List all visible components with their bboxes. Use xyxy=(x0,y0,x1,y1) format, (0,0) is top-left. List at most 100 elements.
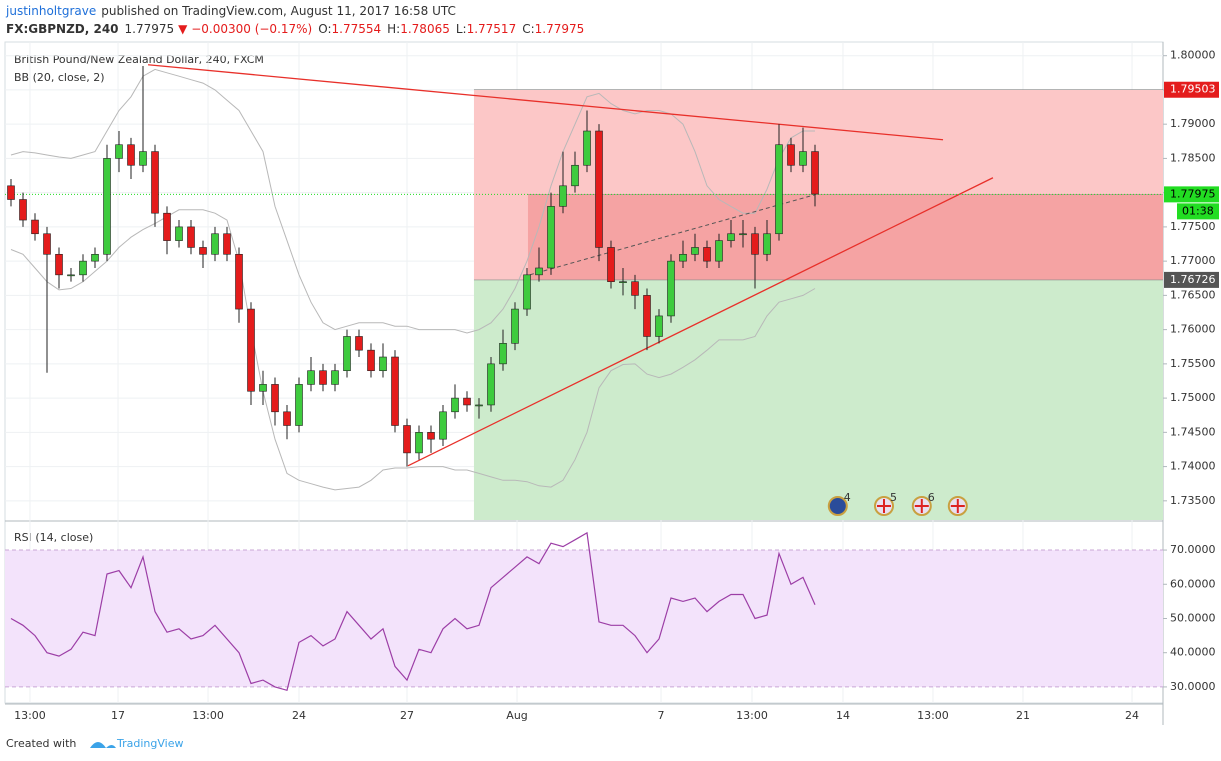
x-tick-label: 13:00 xyxy=(736,709,768,722)
candle-body xyxy=(235,253,243,310)
header-line: justinholtgrave published on TradingView.… xyxy=(5,4,456,18)
candle-body xyxy=(355,336,363,351)
candle-body xyxy=(343,336,351,372)
candle-body xyxy=(187,226,195,248)
ohlc-value: 1.77554 xyxy=(332,22,382,36)
candle-body xyxy=(475,404,483,407)
candle-body xyxy=(43,233,51,255)
price-label: 1.76726 xyxy=(1170,273,1216,286)
ohlc-key: C: xyxy=(522,22,534,36)
candle-body xyxy=(127,144,135,166)
y-tick-label: 1.77000 xyxy=(1170,254,1216,267)
candle-body xyxy=(583,130,591,166)
x-tick-label: 21 xyxy=(1016,709,1030,722)
candle-body xyxy=(67,274,75,277)
candle-body xyxy=(31,219,39,235)
position-zone xyxy=(473,279,1164,520)
candle-body xyxy=(535,267,543,276)
candle-body xyxy=(247,308,255,392)
candle-body xyxy=(619,281,627,283)
candle-body xyxy=(139,151,147,166)
event-count: 5 xyxy=(890,491,897,504)
candle-body xyxy=(259,384,267,392)
candle-body xyxy=(727,233,735,241)
candle-body xyxy=(763,233,771,255)
y-tick-label: 1.73500 xyxy=(1170,494,1216,507)
footer-brand[interactable]: TradingView xyxy=(116,737,183,750)
ohlc-value: 1.78065 xyxy=(400,22,450,36)
price-label: 1.77975 xyxy=(1170,187,1216,200)
trendline xyxy=(407,177,994,467)
event-icon xyxy=(827,496,848,516)
candle-body xyxy=(331,370,339,385)
candle-body xyxy=(103,158,111,255)
y-tick-label: 50.0000 xyxy=(1170,611,1216,624)
bollinger-upper xyxy=(10,68,815,334)
candle-body xyxy=(523,274,531,310)
published: published on TradingView.com, August 11,… xyxy=(101,4,456,18)
bollinger-lower xyxy=(10,209,816,491)
candle-body xyxy=(751,233,759,255)
candle-body xyxy=(595,130,603,248)
footer-created: Created with xyxy=(6,737,76,750)
candle-body xyxy=(379,356,387,372)
change: ▼ −0.00300 (−0.17%) xyxy=(178,22,312,36)
candle-body xyxy=(271,384,279,413)
candle-body xyxy=(91,253,99,262)
y-tick-label: 40.0000 xyxy=(1170,646,1216,659)
candle-body xyxy=(211,233,219,255)
candle-body xyxy=(787,144,795,166)
candle-body xyxy=(607,247,615,282)
x-tick-label: 13:00 xyxy=(192,709,224,722)
price-label-box xyxy=(1164,186,1219,203)
symbol-line: FX:GBPNZD, 240 1.77975 ▼ −0.00300 (−0.17%)… xyxy=(6,22,584,36)
candle-body xyxy=(715,240,723,262)
y-tick-label: 1.79000 xyxy=(1170,117,1216,130)
event-count: 4 xyxy=(844,491,851,504)
candle-body xyxy=(115,144,123,159)
candle-body xyxy=(655,315,663,337)
candle-body xyxy=(439,411,447,440)
author[interactable]: justinholtgrave xyxy=(5,4,96,18)
candle-body xyxy=(775,144,783,235)
x-tick-label: 17 xyxy=(111,709,125,722)
candle-body xyxy=(427,432,435,440)
candle-body xyxy=(631,281,639,296)
rsi-line xyxy=(10,531,816,692)
x-tick-label: 14 xyxy=(836,709,850,722)
ohlc-value: 1.77975 xyxy=(535,22,585,36)
footer-logo xyxy=(90,742,116,748)
candle-body xyxy=(283,411,291,426)
candle-body xyxy=(679,253,687,262)
position-zone xyxy=(527,194,1163,280)
y-tick-label: 1.74500 xyxy=(1170,425,1216,438)
candle-body xyxy=(643,295,651,337)
x-tick-label: 24 xyxy=(292,709,306,722)
countdown-box xyxy=(1177,203,1219,220)
ohlc-value: 1.77517 xyxy=(467,22,517,36)
candle-body xyxy=(391,356,399,426)
x-tick-label: Aug xyxy=(506,709,527,722)
candle-body xyxy=(415,432,423,454)
candle-body xyxy=(499,343,507,365)
event-count: 6 xyxy=(928,491,935,504)
candle-body xyxy=(667,260,675,317)
candle-body xyxy=(151,151,159,214)
x-tick-label: 7 xyxy=(658,709,665,722)
ohlc-key: L: xyxy=(456,22,467,36)
y-tick-label: 1.80000 xyxy=(1170,49,1216,62)
y-tick-label: 1.78500 xyxy=(1170,151,1216,164)
ohlc-key: O: xyxy=(318,22,331,36)
candle-body xyxy=(367,349,375,372)
x-tick-label: 13:00 xyxy=(917,709,949,722)
y-tick-label: 60.0000 xyxy=(1170,577,1216,590)
candle-body xyxy=(7,185,15,200)
countdown: 01:38 xyxy=(1182,204,1214,217)
candle-body xyxy=(403,425,411,454)
price-label-box xyxy=(1164,271,1219,288)
candle-body xyxy=(511,308,519,344)
rsi-band xyxy=(5,550,1163,687)
y-tick-label: 70.0000 xyxy=(1170,543,1216,556)
last-price: 1.77975 xyxy=(125,22,175,36)
candle-body xyxy=(55,253,63,276)
